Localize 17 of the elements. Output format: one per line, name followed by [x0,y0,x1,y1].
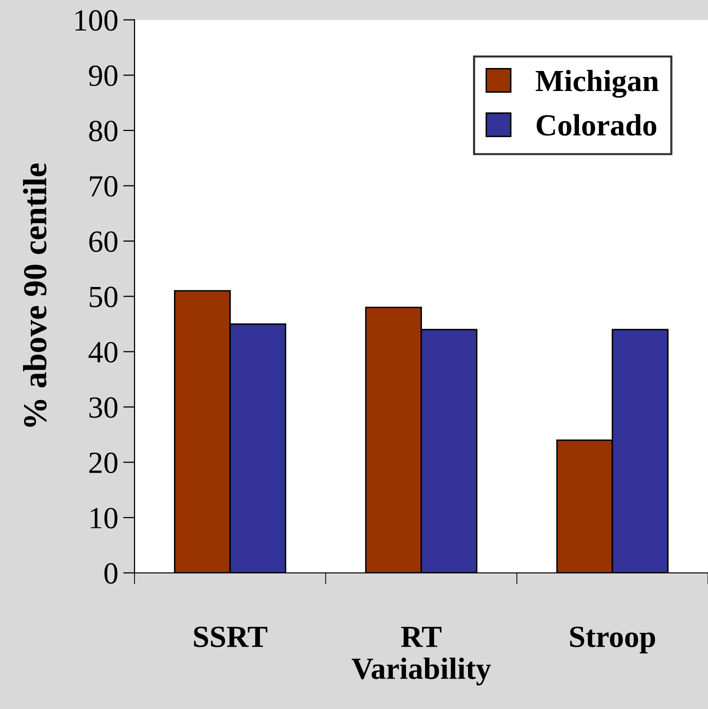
y-tick-label: 40 [88,342,118,363]
y-tick-label: 70 [90,176,118,197]
y-tick-label: 80 [89,120,118,142]
x-tick-label: RT Variability [352,626,491,686]
y-axis-title: % above 90 centile [23,163,47,427]
x-tick-label: Stroop [570,626,656,654]
legend-label: Michigan [536,70,659,98]
y-tick-label: 20 [89,452,118,474]
y-tick-label: 50 [90,286,118,308]
y-tick-label: 90 [88,65,118,86]
y-tick-label: 60 [89,231,118,252]
x-tick-label: SSRT [194,626,268,648]
y-tick-label: 30 [89,397,118,418]
legend-label: Colorado [536,114,656,136]
y-tick-label: 10 [90,508,118,528]
y-tick-label: 0 [104,563,118,584]
y-tick-label: 100 [75,10,118,31]
